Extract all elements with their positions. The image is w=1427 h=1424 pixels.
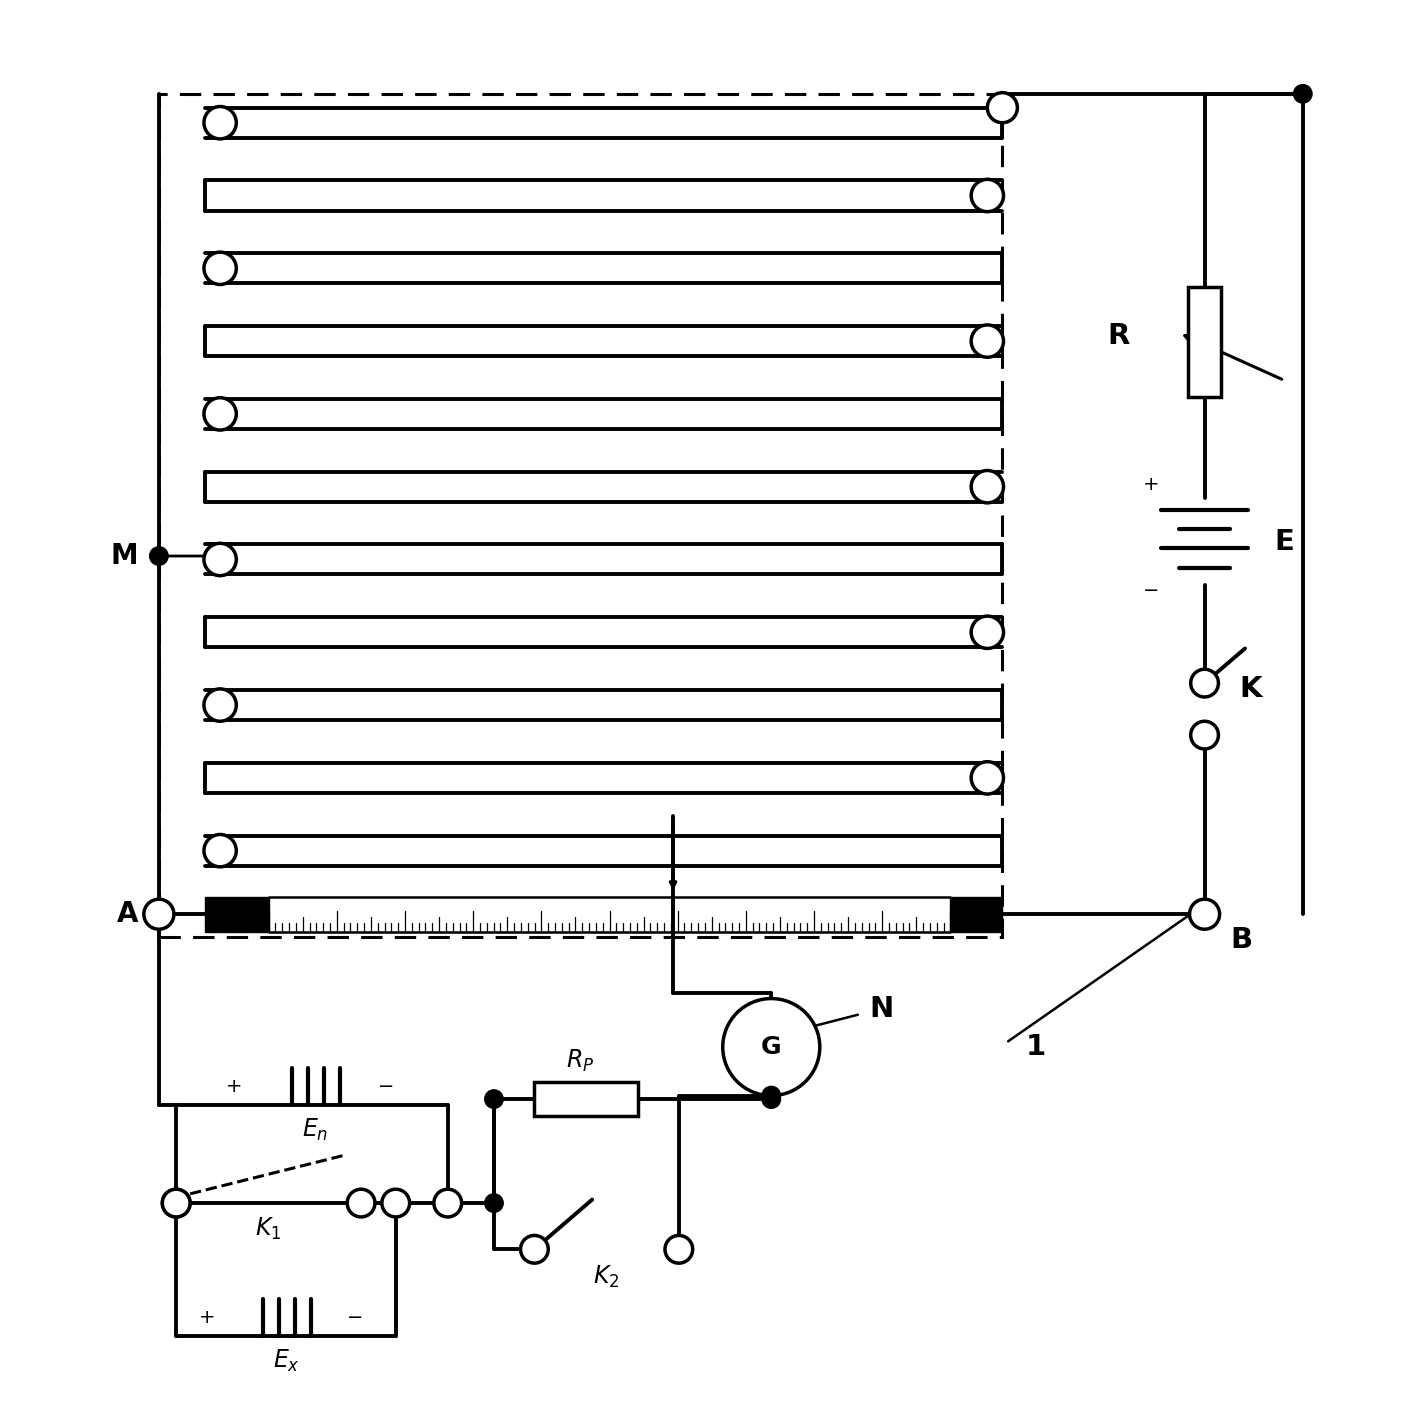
Circle shape bbox=[144, 899, 174, 930]
Circle shape bbox=[1190, 669, 1219, 696]
Circle shape bbox=[204, 252, 237, 285]
Text: +: + bbox=[200, 1309, 215, 1327]
Text: +: + bbox=[225, 1077, 243, 1096]
Bar bbox=[205, 897, 268, 931]
Text: N: N bbox=[869, 995, 893, 1022]
Circle shape bbox=[485, 1193, 504, 1212]
Circle shape bbox=[972, 179, 1003, 212]
Text: R: R bbox=[1107, 322, 1129, 350]
Text: +: + bbox=[1143, 474, 1160, 494]
Text: A: A bbox=[117, 900, 138, 928]
Circle shape bbox=[1190, 899, 1220, 930]
Text: $K_2$: $K_2$ bbox=[594, 1265, 619, 1290]
Circle shape bbox=[987, 93, 1017, 122]
Circle shape bbox=[163, 1189, 190, 1218]
Text: $E_x$: $E_x$ bbox=[273, 1349, 300, 1374]
Text: G: G bbox=[761, 1035, 782, 1059]
Text: −: − bbox=[1143, 581, 1160, 600]
Circle shape bbox=[722, 998, 819, 1095]
Circle shape bbox=[485, 1089, 504, 1108]
Circle shape bbox=[382, 1189, 410, 1218]
Circle shape bbox=[972, 470, 1003, 503]
Text: $R_P$: $R_P$ bbox=[567, 1048, 595, 1074]
Circle shape bbox=[972, 325, 1003, 357]
Bar bbox=[534, 1082, 638, 1116]
Circle shape bbox=[762, 1089, 781, 1108]
Bar bbox=[1189, 288, 1220, 397]
Circle shape bbox=[762, 1087, 781, 1105]
Circle shape bbox=[521, 1236, 548, 1263]
Text: $K_1$: $K_1$ bbox=[255, 1216, 281, 1242]
Bar bbox=[950, 897, 1002, 931]
Text: E: E bbox=[1274, 527, 1294, 555]
Bar bbox=[158, 94, 1002, 937]
Circle shape bbox=[204, 397, 237, 430]
Text: K: K bbox=[1239, 675, 1261, 703]
Text: B: B bbox=[1230, 926, 1251, 954]
Circle shape bbox=[150, 547, 168, 565]
Circle shape bbox=[1293, 84, 1311, 103]
Text: $E_n$: $E_n$ bbox=[301, 1118, 328, 1143]
Circle shape bbox=[163, 1189, 190, 1218]
Text: 1: 1 bbox=[1026, 1032, 1046, 1061]
Circle shape bbox=[347, 1189, 375, 1218]
Circle shape bbox=[972, 762, 1003, 795]
Circle shape bbox=[434, 1189, 461, 1218]
Circle shape bbox=[204, 834, 237, 867]
Circle shape bbox=[1190, 721, 1219, 749]
Circle shape bbox=[204, 689, 237, 721]
Text: −: − bbox=[347, 1309, 364, 1327]
Circle shape bbox=[972, 617, 1003, 648]
Circle shape bbox=[665, 1236, 692, 1263]
Text: M: M bbox=[110, 543, 138, 570]
Circle shape bbox=[204, 544, 237, 575]
Circle shape bbox=[204, 107, 237, 140]
Text: −: − bbox=[378, 1077, 395, 1096]
